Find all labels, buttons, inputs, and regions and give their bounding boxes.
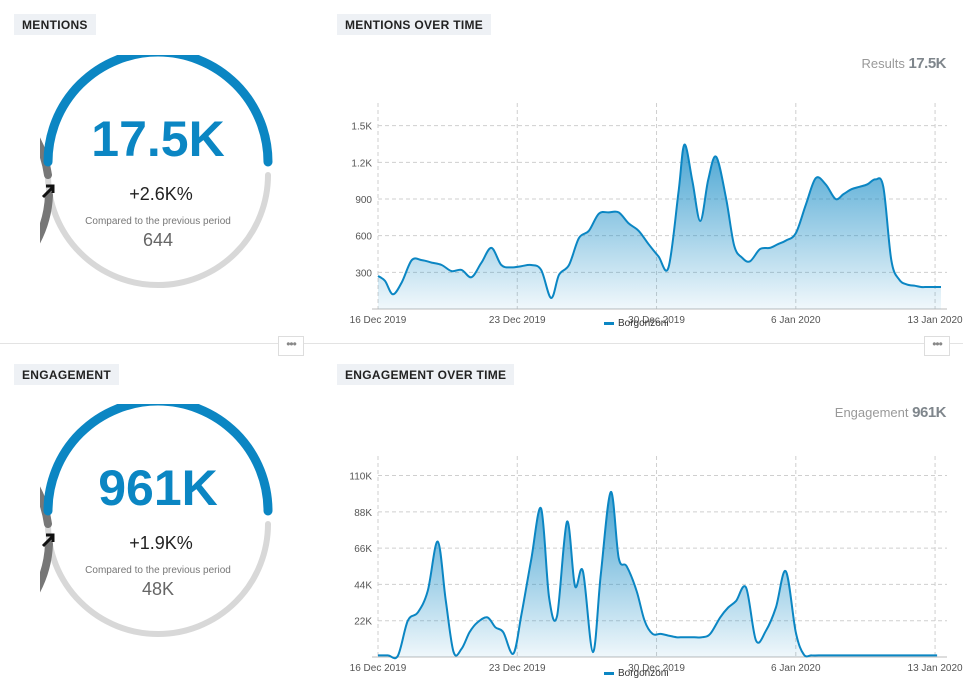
ellipsis-icon: ••• <box>286 337 297 351</box>
y-tick-label: 600 <box>355 232 372 243</box>
engagement-result-label: Engagement <box>834 405 909 420</box>
x-tick-label: 30 Dec 2019 <box>628 663 685 674</box>
engagement-value: 961K <box>98 460 218 516</box>
mentions-over-time-section-label: MENTIONS OVER TIME <box>337 14 492 35</box>
engagement-legend-label: Borgonzoni <box>618 668 669 679</box>
engagement-compared-text: Compared to the previous period <box>85 565 231 576</box>
engagement-result-value: 961K <box>912 404 946 421</box>
y-tick-label: 300 <box>355 268 372 279</box>
engagement-section-label: ENGAGEMENT <box>14 364 120 385</box>
mentions-gauge-ring <box>40 55 273 288</box>
y-tick-label: 44K <box>354 580 372 591</box>
mentions-gauge: 17.5K +2.6K% Compared to the previous pe… <box>40 55 276 291</box>
y-tick-label: 110K <box>349 472 372 483</box>
legend-swatch <box>604 321 614 325</box>
mentions-result-label: Results <box>861 56 905 71</box>
x-tick-label: 13 Jan 2020 <box>908 663 963 674</box>
x-tick-label: 16 Dec 2019 <box>350 315 407 326</box>
engagement-gauge: 961K +1.9K% Compared to the previous per… <box>40 404 276 640</box>
engagement-delta: +1.9K% <box>40 532 276 554</box>
ellipsis-icon: ••• <box>932 337 943 351</box>
mentions-legend-label: Borgonzoni <box>618 318 669 329</box>
engagement-delta-text: +1.9K% <box>129 533 193 553</box>
x-tick-label: 13 Jan 2020 <box>908 315 963 326</box>
engagement-previous-value: 48K <box>141 579 175 599</box>
mentions-value: 17.5K <box>91 111 225 167</box>
mentions-chart-more-button[interactable]: ••• <box>924 336 950 356</box>
series-area <box>378 491 938 659</box>
x-tick-label: 6 Jan 2020 <box>771 315 821 326</box>
mentions-legend: Borgonzoni <box>604 318 669 329</box>
panel-divider <box>0 343 963 344</box>
mentions-over-time-chart: 300 600 900 1.2K 1.5K 16 Dec 2019 23 Dec 2019 3… <box>350 103 963 326</box>
y-tick-label: 1.5K <box>351 122 372 133</box>
x-tick-label: 16 Dec 2019 <box>350 663 407 674</box>
y-tick-label: 88K <box>354 508 372 519</box>
engagement-gauge-ring <box>40 404 273 637</box>
y-tick-label: 900 <box>355 195 372 206</box>
x-tick-label: 23 Dec 2019 <box>489 663 546 674</box>
mentions-delta: +2.6K% <box>40 183 276 205</box>
mentions-delta-text: +2.6K% <box>129 184 193 204</box>
x-tick-label: 6 Jan 2020 <box>771 663 821 674</box>
mentions-result: Results 17.5K <box>861 55 946 72</box>
y-tick-label: 1.2K <box>351 158 372 169</box>
engagement-legend: Borgonzoni <box>604 668 669 679</box>
mentions-compared-text: Compared to the previous period <box>85 216 231 227</box>
engagement-over-time-section-label: ENGAGEMENT OVER TIME <box>337 364 515 385</box>
mentions-panel: MENTIONS MENTIONS OVER TIME 17.5K +2.6K%… <box>0 0 963 343</box>
engagement-over-time-chart: 22K 44K 66K 88K 110K 16 Dec 2019 23 Dec 2019 30… <box>349 456 963 674</box>
legend-swatch <box>604 671 614 675</box>
mentions-result-value: 17.5K <box>908 55 946 72</box>
mentions-section-label: MENTIONS <box>14 14 96 35</box>
x-tick-label: 30 Dec 2019 <box>628 315 685 326</box>
y-tick-label: 22K <box>354 617 372 628</box>
engagement-panel: ENGAGEMENT ENGAGEMENT OVER TIME 961K +1.… <box>0 344 963 687</box>
series-line <box>377 490 938 660</box>
x-tick-label: 23 Dec 2019 <box>489 315 546 326</box>
y-tick-label: 66K <box>354 544 372 555</box>
series-line <box>377 143 941 300</box>
mentions-previous-value: 644 <box>142 230 174 250</box>
mentions-more-button[interactable]: ••• <box>278 336 304 356</box>
engagement-result: Engagement 961K <box>834 404 947 421</box>
series-area <box>378 144 941 309</box>
